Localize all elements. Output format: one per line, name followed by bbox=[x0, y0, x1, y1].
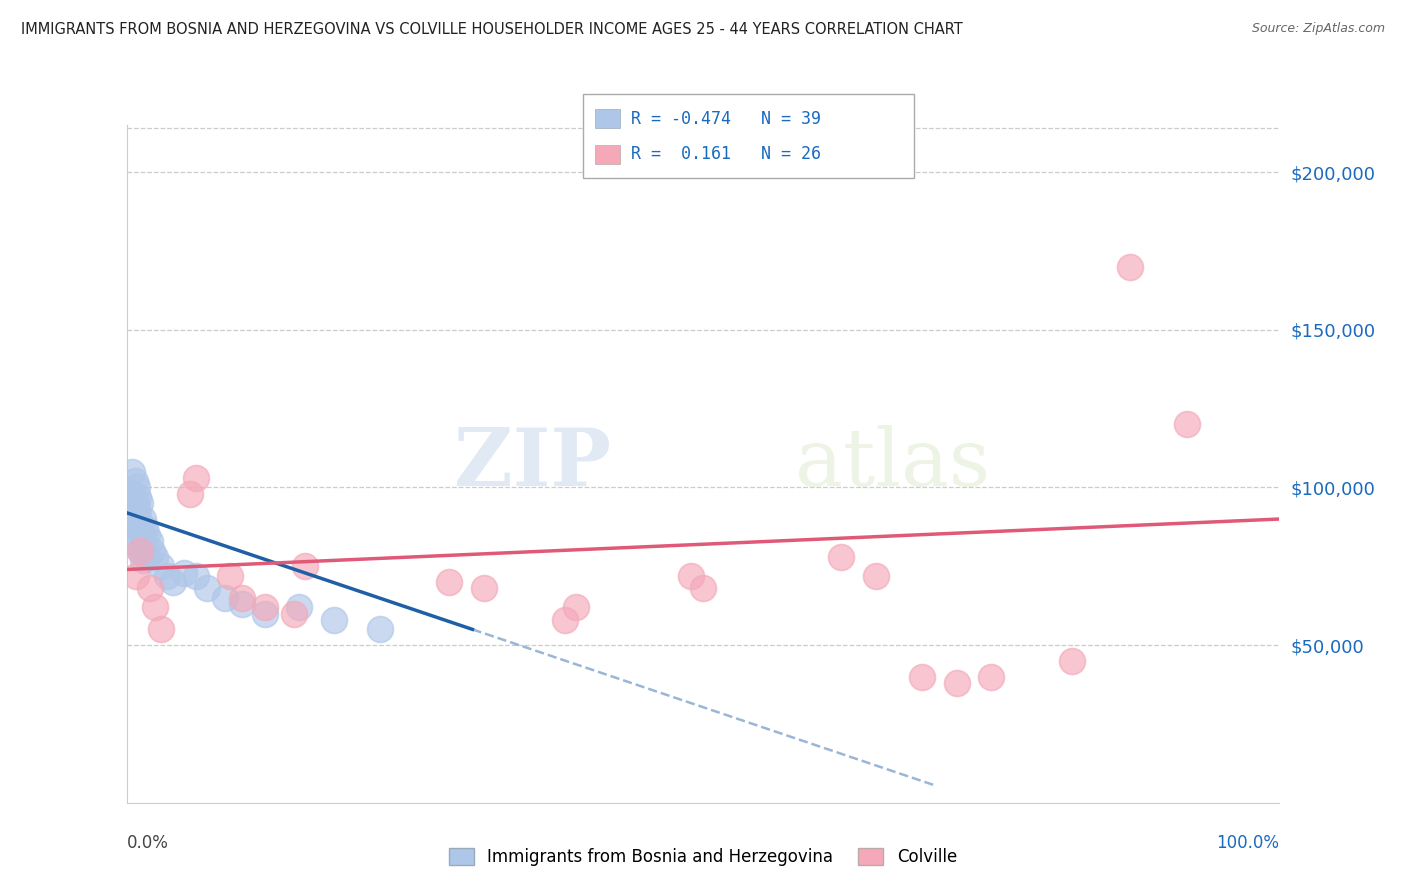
Point bbox=[911, 670, 934, 684]
Point bbox=[129, 496, 152, 510]
Point bbox=[945, 676, 967, 690]
Text: ZIP: ZIP bbox=[454, 425, 610, 503]
Point bbox=[145, 549, 166, 564]
Point bbox=[253, 600, 276, 615]
Point bbox=[980, 670, 1002, 684]
Text: atlas: atlas bbox=[796, 425, 990, 503]
Point bbox=[124, 496, 146, 510]
Point bbox=[253, 607, 276, 621]
Point bbox=[1175, 417, 1198, 432]
Point bbox=[472, 582, 495, 596]
Point bbox=[129, 518, 152, 533]
Text: R = -0.474   N = 39: R = -0.474 N = 39 bbox=[631, 110, 821, 128]
Point bbox=[129, 543, 152, 558]
Text: 100.0%: 100.0% bbox=[1216, 834, 1279, 852]
Point bbox=[195, 582, 218, 596]
Point bbox=[125, 481, 148, 495]
Point bbox=[121, 465, 143, 479]
Point bbox=[141, 543, 163, 558]
Point bbox=[125, 500, 148, 514]
Point bbox=[136, 528, 159, 542]
Point bbox=[830, 549, 852, 564]
Point bbox=[121, 487, 143, 501]
Point bbox=[145, 600, 166, 615]
Point bbox=[125, 518, 148, 533]
Point bbox=[184, 568, 207, 582]
Point bbox=[368, 623, 391, 637]
Point bbox=[129, 543, 152, 558]
Point bbox=[121, 518, 143, 533]
Point bbox=[565, 600, 588, 615]
Point bbox=[150, 559, 173, 574]
Point bbox=[131, 512, 153, 526]
Point bbox=[138, 534, 160, 549]
Point bbox=[173, 566, 195, 580]
Point bbox=[124, 512, 146, 526]
Point bbox=[1118, 260, 1140, 274]
Text: R =  0.161   N = 26: R = 0.161 N = 26 bbox=[631, 145, 821, 163]
Point bbox=[323, 613, 346, 627]
Text: IMMIGRANTS FROM BOSNIA AND HERZEGOVINA VS COLVILLE HOUSEHOLDER INCOME AGES 25 - : IMMIGRANTS FROM BOSNIA AND HERZEGOVINA V… bbox=[21, 22, 963, 37]
Point bbox=[283, 607, 305, 621]
Point bbox=[136, 549, 159, 564]
Point bbox=[692, 582, 714, 596]
Point bbox=[138, 582, 160, 596]
Point bbox=[134, 543, 156, 558]
Text: 0.0%: 0.0% bbox=[127, 834, 169, 852]
Point bbox=[127, 508, 149, 523]
Point bbox=[865, 568, 887, 582]
Point bbox=[127, 490, 149, 504]
Point bbox=[134, 521, 156, 535]
Point bbox=[231, 591, 253, 605]
Point bbox=[294, 559, 316, 574]
Text: Source: ZipAtlas.com: Source: ZipAtlas.com bbox=[1251, 22, 1385, 36]
Legend: Immigrants from Bosnia and Herzegovina, Colville: Immigrants from Bosnia and Herzegovina, … bbox=[443, 841, 963, 872]
Point bbox=[288, 600, 311, 615]
Point bbox=[214, 591, 236, 605]
Point bbox=[125, 568, 148, 582]
Point bbox=[162, 575, 184, 590]
Point bbox=[439, 575, 461, 590]
Point bbox=[219, 568, 242, 582]
Point bbox=[554, 613, 576, 627]
Point bbox=[125, 537, 148, 551]
Point bbox=[1060, 654, 1083, 668]
Point bbox=[156, 568, 179, 582]
Point bbox=[131, 531, 153, 545]
Point bbox=[681, 568, 703, 582]
Point bbox=[121, 502, 143, 516]
Point bbox=[131, 553, 153, 567]
Point bbox=[179, 487, 201, 501]
Point bbox=[127, 528, 149, 542]
Point bbox=[150, 623, 173, 637]
Point bbox=[184, 471, 207, 485]
Point bbox=[124, 474, 146, 488]
Point bbox=[231, 597, 253, 611]
